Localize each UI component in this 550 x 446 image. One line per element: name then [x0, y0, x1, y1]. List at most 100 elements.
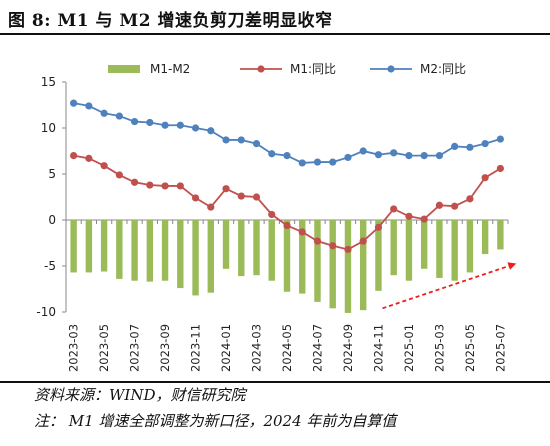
point-m2-yoy — [283, 152, 291, 160]
bar-m1-m2 — [238, 220, 245, 277]
legend-marker-m2-yoy — [387, 65, 395, 73]
point-m1-yoy — [130, 178, 139, 186]
point-m2-yoy — [374, 151, 383, 159]
point-m2-yoy — [100, 109, 108, 117]
point-m1-yoy — [191, 194, 200, 202]
x-tick-label: 2024-03 — [250, 324, 264, 372]
bar-m1-m2 — [100, 220, 108, 272]
point-m1-yoy — [283, 221, 291, 230]
point-m2-yoy — [191, 124, 200, 132]
point-m2-yoy — [115, 112, 123, 120]
point-m1-yoy — [344, 245, 352, 254]
bar-m1-m2 — [222, 220, 230, 269]
legend-label-m1-m2: M1-M2 — [150, 62, 190, 76]
point-m2-yoy — [344, 153, 352, 162]
point-m2-yoy — [176, 121, 184, 129]
point-m2-yoy — [161, 121, 169, 129]
point-m2-yoy — [85, 102, 93, 110]
x-tick-label: 2025-03 — [432, 324, 446, 372]
point-m2-yoy — [359, 147, 367, 155]
point-m1-yoy — [115, 171, 123, 179]
x-tick-label: 2024-05 — [280, 324, 294, 372]
bar-m1-m2 — [283, 220, 291, 292]
source-text: 资料来源：WIND，财信研究院 — [34, 386, 246, 404]
bar-m1-m2 — [146, 220, 154, 282]
bar-m1-m2 — [466, 220, 474, 273]
x-tick-label: 2024-11 — [371, 324, 385, 372]
point-m1-yoy — [329, 242, 337, 250]
y-tick-label: 15 — [41, 75, 56, 89]
point-m1-yoy — [390, 205, 398, 213]
note-text: 注： M1 增速全部调整为新口径，2024 年前为自算值 — [34, 412, 397, 430]
x-tick-label: 2023-05 — [97, 324, 111, 372]
point-m1-yoy — [252, 193, 261, 201]
legend-label-m1-yoy: M1:同比 — [290, 62, 336, 76]
y-tick-label: -10 — [36, 305, 56, 319]
bar-m1-m2 — [253, 220, 260, 276]
y-axis: -10 -5 0 5 10 15 — [36, 75, 67, 319]
bar-m1-m2 — [85, 220, 93, 273]
point-m2-yoy — [70, 99, 78, 107]
chart-legend: M1-M2 M1:同比 M2:同比 — [108, 62, 466, 76]
y-tick-label: 5 — [48, 167, 56, 181]
bar-m1-m2 — [192, 220, 199, 296]
y-tick-label: 0 — [48, 213, 56, 227]
footer-rule — [0, 381, 550, 383]
point-m1-yoy — [146, 181, 154, 189]
title-rule — [0, 33, 550, 35]
bar-m1-m2 — [207, 220, 214, 293]
legend-label-m2-yoy: M2:同比 — [420, 62, 466, 76]
bar-m1-m2 — [360, 220, 367, 311]
bar-m1-m2 — [177, 220, 184, 289]
point-m2-yoy — [329, 158, 337, 166]
point-m2-yoy — [222, 136, 230, 144]
point-m1-yoy — [466, 195, 474, 203]
point-m1-yoy — [176, 182, 184, 190]
point-m1-yoy — [451, 202, 459, 210]
point-m2-yoy — [451, 142, 459, 150]
bar-m1-m2 — [420, 220, 428, 269]
bar-m1-m2 — [375, 220, 382, 291]
point-m1-yoy — [85, 154, 93, 162]
point-m1-yoy — [313, 237, 322, 245]
bar-m1-m2 — [131, 220, 138, 281]
point-m1-yoy — [405, 212, 413, 220]
legend-swatch-m1-m2 — [108, 65, 140, 73]
x-tick-label: 2025-07 — [493, 324, 507, 372]
x-tick-label: 2025-05 — [463, 324, 477, 372]
chart: M1-M2 M1:同比 M2:同比 -10 -5 0 5 10 15 2023-03 2023-… — [36, 62, 517, 372]
point-m2-yoy — [268, 150, 276, 158]
line-series — [70, 99, 504, 254]
y-tick-label: 10 — [41, 121, 56, 135]
point-m1-yoy — [222, 185, 230, 193]
x-tick-label: 2024-09 — [341, 324, 355, 372]
point-m1-yoy — [359, 237, 367, 245]
chart-annotations — [382, 262, 517, 310]
point-m2-yoy — [298, 159, 306, 167]
point-m1-yoy — [237, 192, 245, 200]
point-m2-yoy — [496, 135, 504, 143]
point-m1-yoy — [70, 152, 78, 160]
point-m2-yoy — [237, 136, 245, 144]
x-tick-label: 2023-11 — [189, 324, 203, 372]
figure-title: 图 8: M1 与 M2 增速负剪刀差明显收窄 — [8, 11, 333, 31]
x-tick-label: 2023-03 — [67, 324, 81, 372]
point-m1-yoy — [420, 215, 428, 223]
bar-m1-m2 — [70, 220, 77, 273]
legend-marker-m1-yoy — [257, 65, 265, 73]
point-m2-yoy — [481, 140, 489, 148]
x-tick-label: 2024-07 — [310, 324, 324, 372]
y-tick-label: -5 — [44, 259, 56, 273]
trend-arrow — [382, 262, 517, 310]
x-tick-label: 2025-01 — [402, 324, 416, 372]
x-axis: 2023-03 2023-05 2023-07 2023-09 2023-11 2024-… — [65, 219, 509, 372]
x-tick-label: 2023-09 — [158, 324, 172, 372]
point-m1-yoy — [374, 223, 383, 231]
bar-m1-m2 — [390, 220, 397, 276]
bar-series — [70, 220, 504, 313]
point-m2-yoy — [420, 152, 428, 160]
bar-m1-m2 — [268, 220, 275, 281]
point-m1-yoy — [207, 203, 215, 211]
bar-m1-m2 — [161, 220, 169, 281]
point-m2-yoy — [313, 158, 322, 166]
